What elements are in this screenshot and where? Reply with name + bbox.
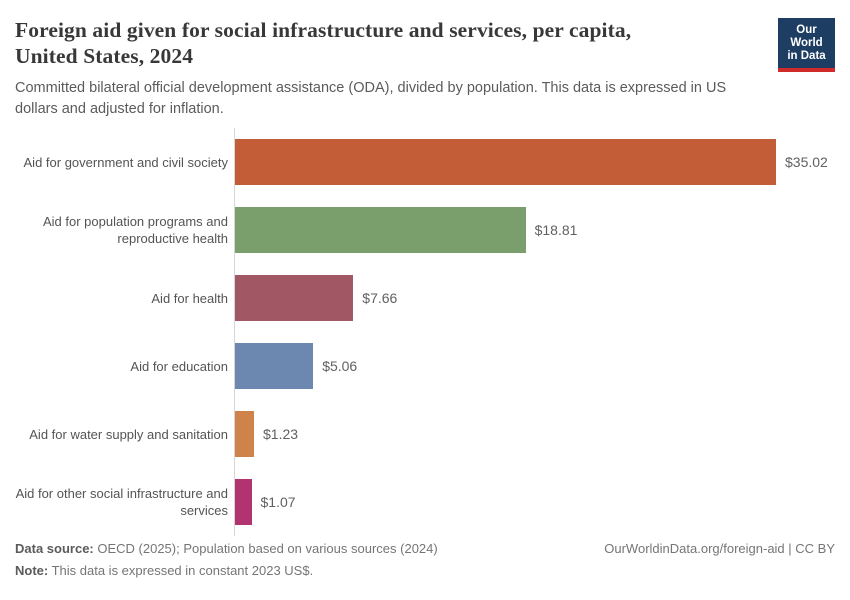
value-label: $35.02 [785, 154, 828, 170]
value-label: $5.06 [322, 358, 358, 374]
heading-block: Foreign aid given for social infrastruct… [15, 15, 766, 120]
owid-logo[interactable]: Our World in Data [778, 18, 835, 72]
note-text: This data is expressed in constant 2023 … [48, 563, 314, 578]
category-label: Aid for water supply and sanitation [29, 426, 228, 442]
data-source-line: Data source: OECD (2025); Population bas… [15, 541, 438, 557]
chart-row: Aid for health $7.66 [15, 264, 835, 332]
citation-link[interactable]: OurWorldinData.org/foreign-aid | CC BY [604, 541, 835, 556]
category-label: Aid for other social infrastructure and … [15, 486, 228, 518]
bar[interactable] [235, 343, 314, 389]
plot-area: $7.66 [234, 264, 835, 332]
footer-left: Data source: OECD (2025); Population bas… [15, 541, 438, 585]
chart-row: Aid for education $5.06 [15, 332, 835, 400]
category-label: Aid for population programs and reproduc… [42, 214, 228, 246]
category-label: Aid for education [130, 358, 228, 374]
chart-subtitle: Committed bilateral official development… [15, 80, 727, 117]
note-label: Note: [15, 563, 49, 578]
data-source-label: Data source: [15, 541, 94, 556]
plot-area: $18.81 [234, 196, 835, 264]
note-line: Note: This data is expressed in constant… [15, 563, 438, 579]
category-label: Aid for government and civil society [23, 154, 228, 170]
title-line-1: Foreign aid given for social infrastruct… [15, 18, 632, 42]
value-label: $1.07 [260, 494, 296, 510]
value-label: $7.66 [362, 290, 398, 306]
plot-area: $35.02 [234, 128, 835, 196]
plot-area: $1.07 [234, 468, 835, 536]
logo-text-line-2: in Data [787, 50, 826, 62]
plot-area: $5.06 [234, 332, 835, 400]
plot-area: $1.23 [234, 400, 835, 468]
footer-right: OurWorldinData.org/foreign-aid | CC BY [604, 541, 835, 557]
title-line-2: United States, 2024 [15, 44, 194, 68]
chart-row: Aid for other social infrastructure and … [15, 468, 835, 536]
chart-row: Aid for water supply and sanitation $1.23 [15, 400, 835, 468]
footer: Data source: OECD (2025); Population bas… [15, 541, 835, 585]
data-source-text: OECD (2025); Population based on various… [93, 541, 438, 556]
chart-row: Aid for population programs and reproduc… [15, 196, 835, 264]
bar[interactable] [235, 275, 354, 321]
header: Foreign aid given for social infrastruct… [15, 15, 835, 120]
logo-text-line-1: Our World [790, 24, 823, 49]
chart-row: Aid for government and civil society $35.… [15, 128, 835, 196]
value-label: $1.23 [263, 426, 299, 442]
bar-chart: Aid for government and civil society $35.… [15, 128, 835, 536]
bar[interactable] [235, 411, 254, 457]
category-label: Aid for health [151, 290, 228, 306]
page-title: Foreign aid given for social infrastruct… [15, 17, 766, 69]
bar[interactable] [235, 207, 526, 253]
bar[interactable] [235, 139, 776, 185]
bar[interactable] [235, 479, 252, 525]
value-label: $18.81 [534, 222, 578, 238]
